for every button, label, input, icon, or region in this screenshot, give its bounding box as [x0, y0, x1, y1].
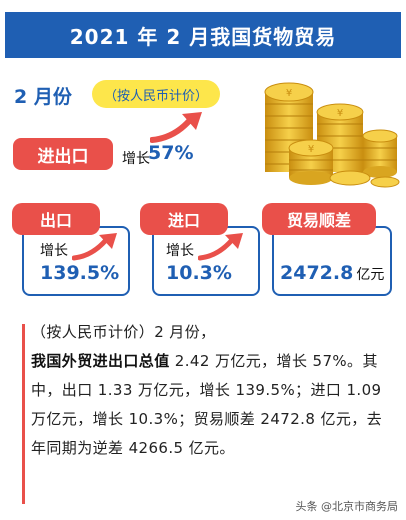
paragraph-intro: （按人民币计价）2 月份， — [31, 323, 216, 341]
svg-text:¥: ¥ — [286, 88, 292, 99]
svg-text:¥: ¥ — [337, 108, 343, 119]
month-label: 2 月份 — [14, 86, 72, 108]
trade-surplus-tag: 贸易顺差 — [262, 203, 376, 235]
up-arrow-icon — [72, 232, 120, 262]
watermark: 头条 @北京市商务局 — [296, 498, 399, 514]
paragraph-bold-phrase: 我国外贸进出口总值 — [31, 352, 170, 370]
up-arrow-icon — [198, 232, 246, 262]
import-export-growth-value: 57% — [148, 142, 194, 164]
page-title: 2021 年 2 月我国货物贸易 — [5, 12, 401, 58]
trade-surplus-value: 2472.8 — [280, 262, 354, 284]
export-tag: 出口 — [12, 203, 100, 235]
export-growth-value: 139.5% — [40, 262, 120, 284]
import-export-tag: 进出口 — [13, 138, 113, 170]
trade-surplus-unit: 亿元 — [356, 267, 385, 283]
watermark-text: 头条 @北京市商务局 — [295, 500, 399, 513]
export-growth-label: 增长 — [40, 243, 68, 259]
svg-text:¥: ¥ — [308, 144, 314, 155]
trade-surplus-card — [272, 226, 392, 296]
gold-coins-icon: ¥ ¥ ¥ — [255, 70, 403, 190]
up-arrow-icon — [150, 110, 206, 144]
import-growth-value: 10.3% — [166, 262, 232, 284]
import-tag: 进口 — [140, 203, 228, 235]
import-growth-label: 增长 — [166, 243, 194, 259]
currency-note-badge: （按人民币计价） — [92, 80, 221, 108]
import-export-growth-label: 增长 — [122, 151, 150, 167]
paragraph-body: 2.42 万亿元，增长 57%。其中，出口 1.33 万亿元，增长 139.5%… — [31, 352, 383, 457]
summary-paragraph: （按人民币计价）2 月份， 我国外贸进出口总值 2.42 万亿元，增长 57%。… — [31, 318, 391, 463]
paragraph-accent-bar — [22, 324, 25, 504]
trade-surplus-figure: 2472.8 亿元 — [280, 262, 384, 284]
